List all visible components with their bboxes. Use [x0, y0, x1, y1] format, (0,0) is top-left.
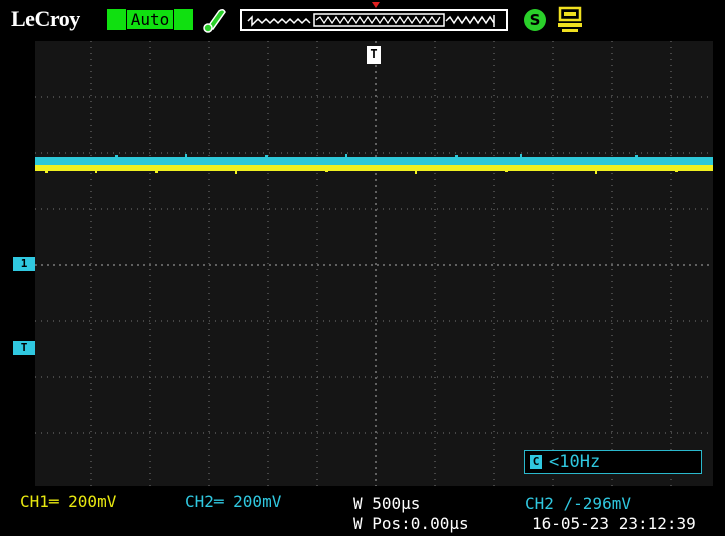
window-position: W Pos:0.00μs — [353, 514, 469, 533]
frequency-readout: C <10Hz — [524, 450, 702, 474]
run-status-icon — [203, 8, 226, 33]
trigger-level-marker[interactable]: T — [13, 341, 35, 355]
trigger-position-marker — [372, 2, 380, 8]
memory-position-bar[interactable] — [240, 9, 508, 31]
acquisition-mode-badge[interactable]: Auto — [107, 9, 193, 30]
top-bar: LeCroy Auto S — [0, 0, 725, 38]
waveform-display — [35, 41, 713, 486]
ch1-level-marker[interactable]: 1 — [13, 257, 35, 271]
ch2-scale: CH2═ 200mV — [185, 492, 282, 511]
mode-label: Auto — [125, 9, 175, 30]
timebase: W 500μs — [353, 494, 421, 513]
ch1-trace — [35, 165, 713, 171]
trigger-time-marker[interactable]: T — [367, 46, 381, 64]
usb-icon[interactable] — [556, 6, 584, 34]
date-time: 16-05-23 23:12:39 — [532, 514, 696, 533]
frequency-value: <10Hz — [549, 452, 601, 472]
counter-icon: C — [530, 455, 542, 469]
save-icon[interactable]: S — [523, 8, 547, 32]
trigger-setting: CH2 ∕-296mV — [525, 494, 631, 513]
ch2-trace — [35, 157, 713, 165]
brand-logo: LeCroy — [11, 6, 80, 31]
ch1-scale: CH1═ 200mV — [20, 492, 117, 511]
graticule — [35, 41, 713, 486]
memory-waveform — [247, 13, 495, 27]
svg-text:S: S — [530, 11, 541, 29]
